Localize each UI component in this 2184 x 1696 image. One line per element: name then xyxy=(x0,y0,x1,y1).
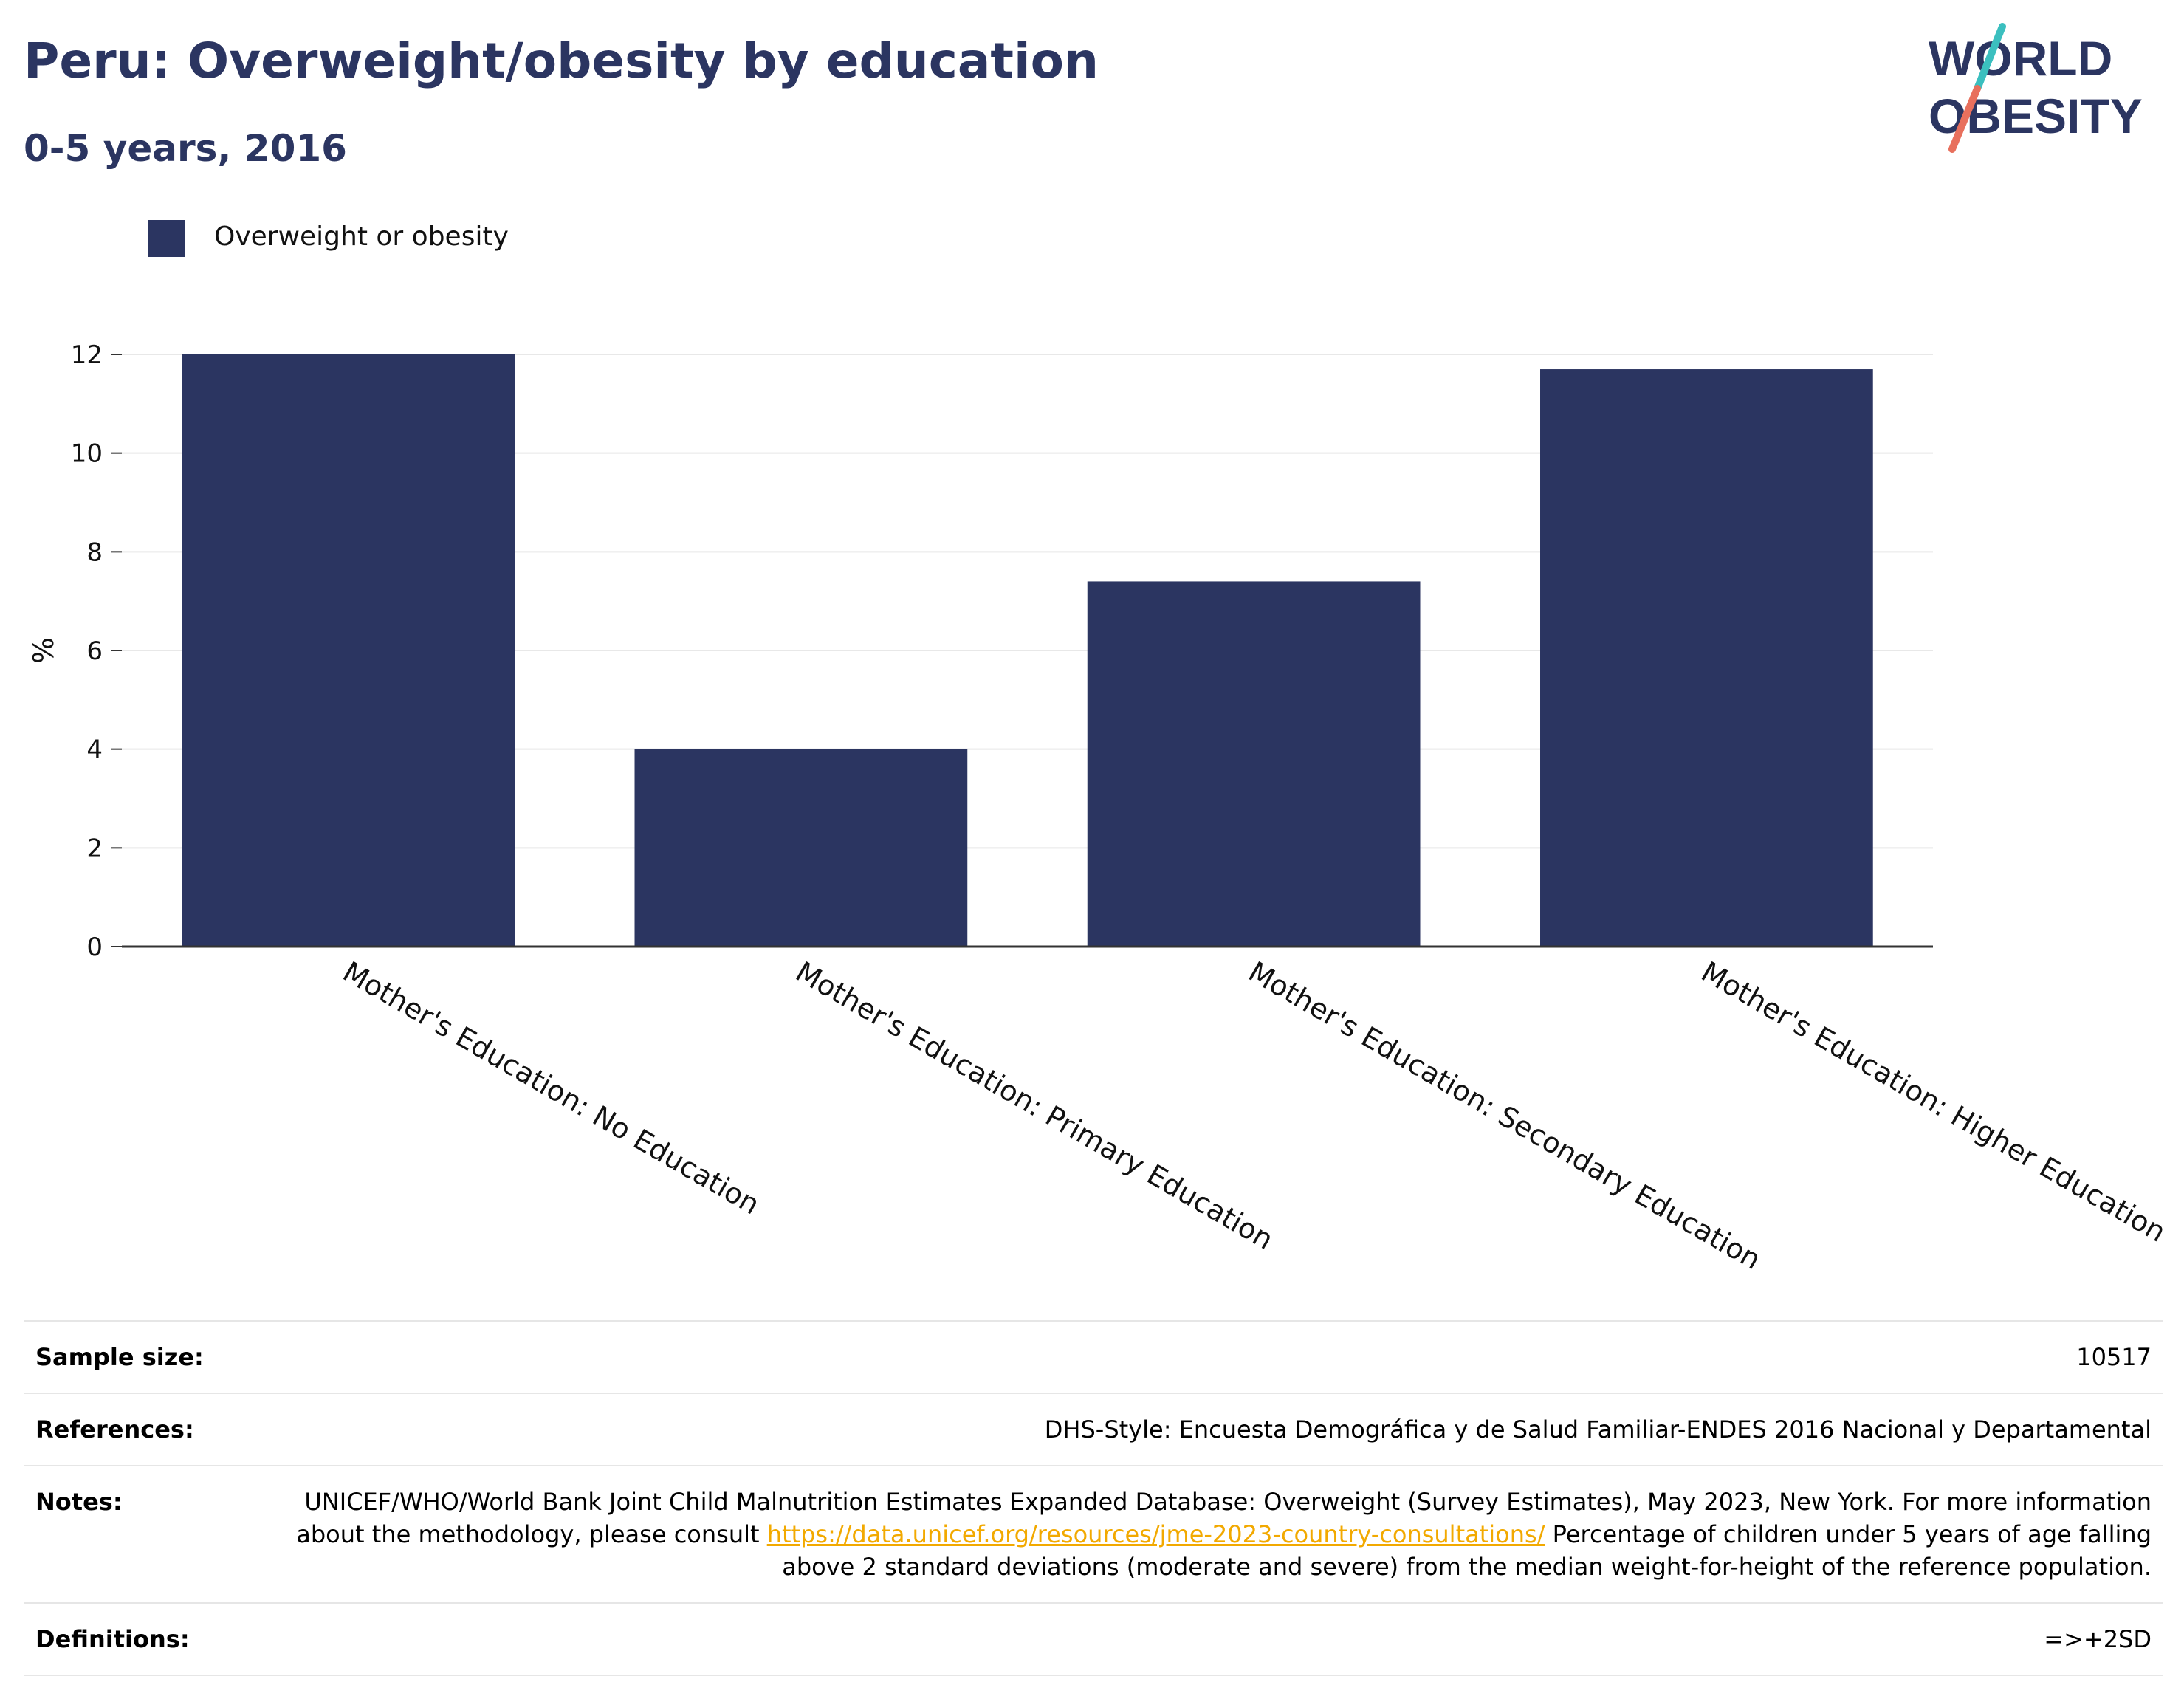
sample-size-value: 10517 xyxy=(269,1320,2163,1394)
sample-size-label: Sample size: xyxy=(24,1320,269,1394)
notes-value: UNICEF/WHO/World Bank Joint Child Malnut… xyxy=(269,1465,2163,1604)
references-label: References: xyxy=(24,1393,269,1466)
notes-link[interactable]: https://data.unicef.org/resources/jme-20… xyxy=(766,1520,1545,1548)
x-tick-label: Mother's Education: Secondary Education xyxy=(1243,955,1767,1277)
chart-subtitle: 0-5 years, 2016 xyxy=(24,127,347,170)
definitions-label: Definitions: xyxy=(24,1602,269,1676)
y-tick-label: 8 xyxy=(86,538,103,567)
info-row-notes: Notes: UNICEF/WHO/World Bank Joint Child… xyxy=(24,1465,2163,1604)
bar xyxy=(1540,369,1873,947)
x-tick-label: Mother's Education: No Education xyxy=(337,955,765,1221)
info-row-references: References: DHS-Style: Encuesta Demográf… xyxy=(24,1393,2163,1466)
legend-label-overweight: Overweight or obesity xyxy=(214,222,509,252)
y-tick-label: 12 xyxy=(71,340,103,370)
bar xyxy=(634,749,968,947)
y-axis-title: % xyxy=(27,637,60,664)
bar-chart: 0 2 4 6 8 10 12% Mother's Education: No Educati… xyxy=(27,340,2171,1277)
info-row-sample-size: Sample size: 10517 xyxy=(24,1320,2163,1394)
logo-slash-bottom xyxy=(1948,85,1981,153)
references-value: DHS-Style: Encuesta Demográfica y de Sal… xyxy=(269,1393,2163,1466)
logo-word-world: WORLD xyxy=(1929,31,2112,86)
y-tick-label: 6 xyxy=(86,636,103,666)
world-obesity-logo: WORLD OBESITY xyxy=(1929,23,2143,153)
y-tick-label: 10 xyxy=(71,439,103,469)
y-tick-label: 4 xyxy=(86,735,103,765)
notes-text-2: Percentage of children under 5 years of … xyxy=(782,1520,2152,1581)
info-table: Sample size: 10517 References: DHS-Style… xyxy=(24,1320,2163,1676)
chart-title: Peru: Overweight/obesity by education xyxy=(24,32,1099,89)
bar xyxy=(1087,581,1421,947)
bar xyxy=(182,354,515,947)
notes-text-1: UNICEF/WHO/World Bank Joint Child Malnut… xyxy=(296,1488,2152,1548)
legend-swatch-overweight xyxy=(148,220,185,257)
definitions-value: =>+2SD xyxy=(269,1602,2163,1676)
info-row-definitions: Definitions: =>+2SD xyxy=(24,1602,2163,1676)
y-tick-label: 0 xyxy=(86,933,103,962)
y-tick-label: 2 xyxy=(86,834,103,863)
logo-slash-top xyxy=(1974,23,2006,92)
x-tick-label: Mother's Education: Higher Education xyxy=(1696,955,2171,1249)
x-tick-label: Mother's Education: Primary Education xyxy=(790,955,1279,1256)
notes-label: Notes: xyxy=(24,1465,269,1604)
